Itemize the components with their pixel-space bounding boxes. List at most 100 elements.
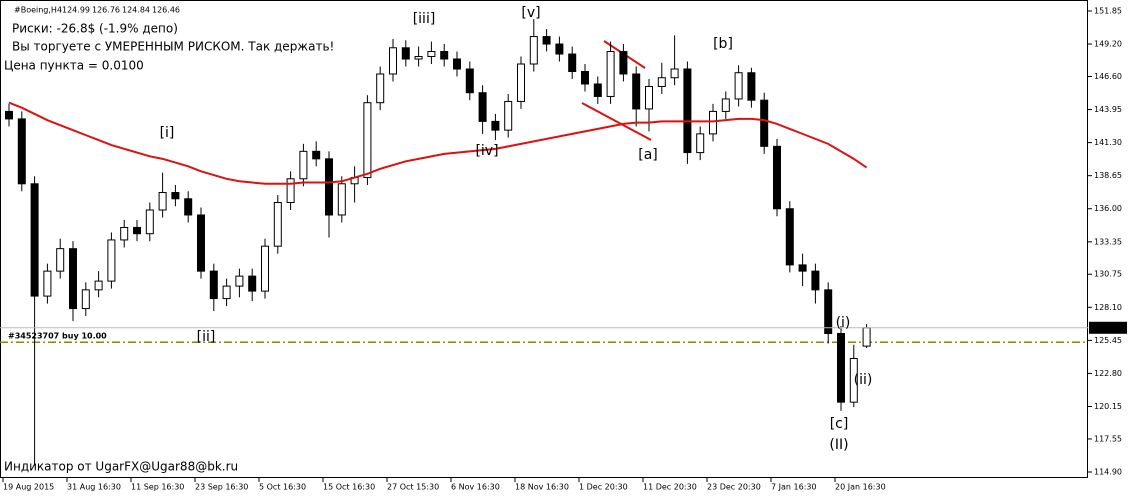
- candle-body: [568, 53, 577, 72]
- wave-label: [ii]: [197, 329, 216, 345]
- header-low: 124.84: [122, 6, 150, 15]
- candle-body: [542, 36, 551, 45]
- candle-body: [593, 83, 602, 97]
- candle-body: [849, 357, 858, 403]
- candle-body: [261, 245, 269, 292]
- candle-body: [734, 72, 743, 100]
- y-tick-label: 138.65: [1094, 171, 1122, 180]
- candle-body: [760, 99, 769, 147]
- candle-body: [440, 51, 449, 60]
- wave-label: (II): [829, 437, 848, 453]
- candle-body: [709, 110, 717, 135]
- candle-body: [120, 226, 129, 241]
- x-tick-label: 31 Aug 16:30: [67, 483, 121, 492]
- wave-label: [b]: [713, 36, 733, 52]
- candle-body: [504, 100, 513, 131]
- y-tick-label: 128.10: [1094, 303, 1122, 312]
- candle-body: [606, 51, 615, 97]
- candle-body: [529, 36, 538, 65]
- wave-label: [a]: [638, 147, 658, 163]
- candle-body: [581, 70, 589, 85]
- candle-body: [427, 51, 436, 58]
- candle-body: [670, 68, 679, 79]
- candle-body: [465, 68, 474, 94]
- candle-body: [363, 102, 372, 179]
- candle-body: [43, 270, 52, 297]
- y-tick-label: 133.35: [1094, 237, 1122, 246]
- x-tick-label: 6 Nov 16:30: [451, 483, 500, 492]
- candle-body: [222, 285, 231, 300]
- candle-body: [184, 198, 193, 216]
- header-close: 126.46: [152, 6, 180, 15]
- x-tick-label: 19 Aug 2015: [3, 483, 54, 492]
- candle-body: [401, 47, 410, 60]
- price-label: 126.46: [1092, 323, 1120, 332]
- point-value: Цена пункта = 0.0100: [4, 59, 144, 73]
- candle-body: [517, 63, 525, 102]
- candle-body: [5, 110, 13, 120]
- x-tick-label: 1 Dec 20:30: [579, 483, 628, 492]
- candle-body: [747, 72, 756, 101]
- candle-body: [811, 270, 820, 291]
- wave-label: (ii): [854, 372, 873, 388]
- candle-body: [389, 47, 397, 75]
- candle-body: [81, 289, 90, 310]
- header-high: 126.76: [92, 6, 120, 15]
- candle-body: [376, 73, 385, 104]
- candle-body: [17, 118, 26, 185]
- wave-label: (i): [836, 315, 851, 331]
- x-tick-label: 11 Dec 20:30: [643, 483, 697, 492]
- candle-body: [209, 270, 218, 300]
- candle-body: [478, 92, 487, 122]
- watermark: Индикатор от UgarFX@Ugar88@bk.ru: [4, 460, 238, 474]
- candle-body: [30, 183, 39, 297]
- y-tick-label: 141.30: [1094, 138, 1122, 147]
- candle-body: [773, 145, 781, 210]
- moving-average: [8, 101, 868, 185]
- candle-body: [56, 248, 65, 272]
- wave-label: [c]: [830, 416, 849, 432]
- wave-label: [i]: [160, 125, 175, 141]
- candle-body: [171, 192, 180, 200]
- y-tick-label: 122.80: [1094, 369, 1122, 378]
- candle-body: [798, 264, 807, 272]
- candle-body: [158, 192, 167, 211]
- candle-body: [69, 248, 77, 310]
- candle-body: [414, 56, 423, 60]
- candle-body: [696, 133, 705, 154]
- symbol: #Boeing,H4: [14, 6, 62, 15]
- candle-body: [312, 150, 321, 160]
- candle-body: [145, 209, 154, 235]
- price-box: [1089, 321, 1127, 334]
- candle-body: [785, 208, 794, 266]
- y-tick-label: 143.95: [1094, 105, 1122, 114]
- candle-body: [133, 226, 141, 235]
- x-tick-label: 27 Oct 15:30: [387, 483, 439, 492]
- candle-body: [683, 68, 692, 154]
- candle-body: [491, 120, 500, 131]
- y-tick-label: 146.60: [1094, 72, 1122, 81]
- candle-body: [248, 275, 257, 292]
- candle-body: [453, 58, 461, 70]
- candle-body: [824, 289, 833, 335]
- y-tick-label: 117.55: [1094, 434, 1122, 443]
- wave-label: [iv]: [475, 143, 498, 159]
- plot-frame: [0, 0, 1088, 478]
- info-line: Риски: -26.8$ (-1.9% депо): [12, 22, 178, 36]
- candle-body: [555, 43, 564, 55]
- candle-body: [337, 183, 346, 216]
- x-tick-label: 5 Oct 16:30: [259, 483, 306, 492]
- x-tick-label: 23 Sep 16:30: [195, 483, 248, 492]
- y-tick-label: 114.90: [1094, 468, 1122, 477]
- wave-label: [v]: [521, 5, 540, 21]
- candle-body: [645, 85, 653, 110]
- candle-body: [837, 333, 845, 403]
- y-tick-label: 125.45: [1094, 336, 1122, 345]
- y-tick-label: 136.00: [1094, 204, 1122, 213]
- candle-body: [657, 77, 666, 87]
- candle-body: [325, 158, 333, 216]
- header-open: 124.99: [62, 6, 90, 15]
- candle-body: [286, 178, 295, 204]
- x-tick-label: 7 Jan 16:30: [771, 483, 817, 492]
